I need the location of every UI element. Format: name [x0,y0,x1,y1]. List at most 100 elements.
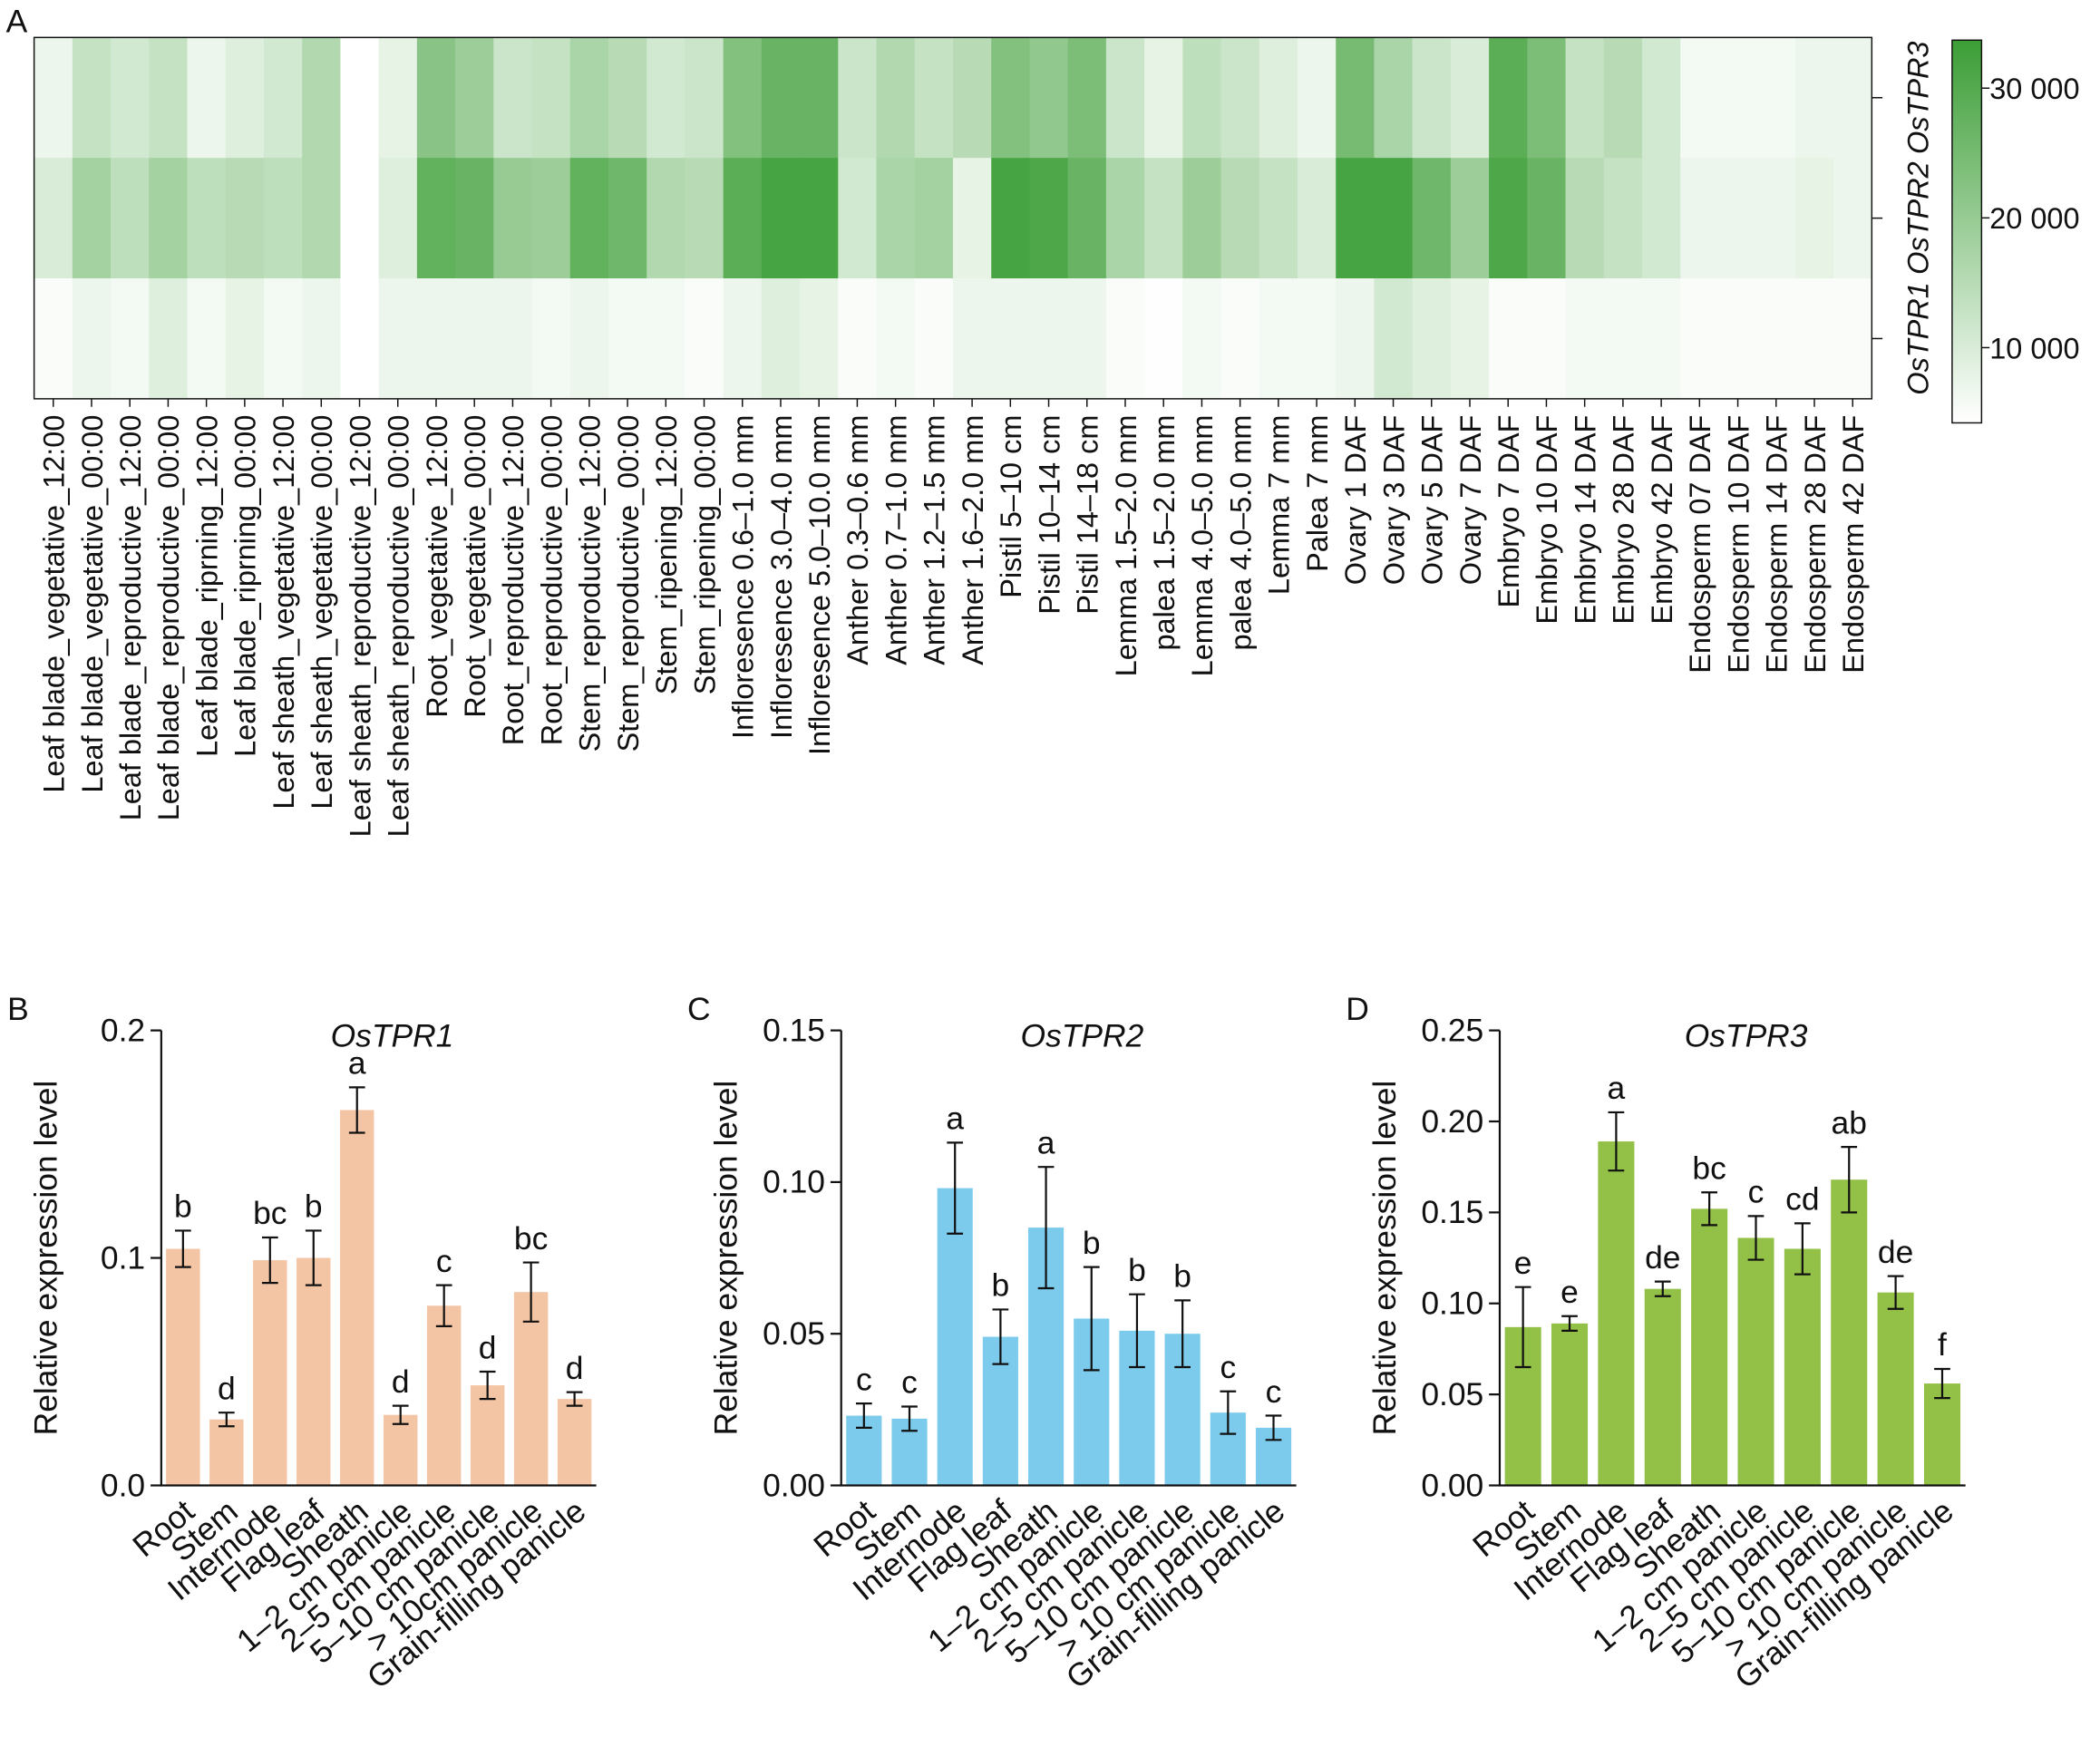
x-tick-label: Pistil 5–10 cm [995,415,1027,598]
x-tick-label: Leaf sheath_vegetative_00:00 [306,415,338,810]
x-tick-label: Lemma 7 mm [1263,415,1296,595]
heatmap-cell [263,37,303,159]
heatmap-cell [1603,158,1643,279]
significance-letter: b [1083,1225,1101,1261]
x-tick-label: Leaf blade_riprning_00:00 [229,415,262,757]
heatmap-cell [1336,37,1376,159]
heatmap-cell [1220,278,1260,400]
bar [209,1419,244,1486]
x-tick-label: Lemma 4.0–5.0 mm [1186,415,1219,677]
x-tick-label: Ovary 3 DAF [1377,415,1410,586]
x-tick-label: Leaf blade_riprning_12:00 [190,415,223,757]
error-bar [1220,1390,1237,1435]
y-tick-label: 0.20 [1421,1103,1483,1140]
heatmap-cell [149,158,189,279]
bar [1784,1248,1821,1486]
x-tick-label: Infloresence 0.6–1.0 mm [727,415,760,739]
heatmap-cell [761,278,801,400]
bar [384,1414,418,1486]
panel-label: A [6,3,28,39]
heatmap-cell [914,158,954,279]
x-tick-label: Leaf sheath_reproductive_12:00 [344,415,376,838]
heatmap-cell [1105,278,1145,400]
heatmap-cell [187,278,227,400]
heatmap-cell [1220,158,1260,279]
x-tick-label: Leaf sheath_reproductive_00:00 [383,415,415,838]
heatmap-cell [1374,37,1414,159]
heatmap-cell [416,37,456,159]
heatmap-cell [302,158,342,279]
heatmap-cell [1029,37,1069,159]
heatmap-cell [455,278,495,400]
y-tick-label: 0.25 [1421,1012,1483,1048]
error-bar [1265,1414,1282,1441]
heatmap-cell [1029,278,1069,400]
x-tick-label: Embryo 10 DAF [1531,415,1563,625]
significance-letter: a [348,1045,366,1082]
colorbar [1951,39,1983,424]
significance-letter: c [901,1364,918,1401]
heatmap-cell [1680,37,1720,159]
significance-letter: d [566,1350,584,1386]
error-bar [261,1236,278,1285]
x-tick-label: Leaf blade_vegetative_12:00 [38,415,71,793]
heatmap-cell [838,158,878,279]
x-tick-label: Ovary 5 DAF [1416,415,1449,586]
y-tick-label: 0.05 [763,1315,825,1352]
x-tick-label: palea 1.5–2.0 mm [1148,415,1181,651]
x-tick-label: Root_vegetative_12:00 [421,415,453,718]
y-tick-label: 0.00 [763,1467,825,1503]
heatmap-cell [952,37,992,159]
significance-letter: d [479,1329,497,1365]
heatmap-cell [1067,278,1107,400]
heatmap-cell [1029,158,1069,279]
x-tick-label: Ovary 7 DAF [1454,415,1487,586]
colorbar-tick-label: 20 000 [1989,202,2079,235]
significance-letter: c [1220,1349,1236,1385]
heatmap-cell [608,278,647,400]
heatmap-cell [1374,158,1414,279]
row-label: OsTPR2 [1901,161,1934,275]
heatmap-cell [569,278,609,400]
error-bar [522,1261,540,1323]
heatmap-cell [302,37,342,159]
heatmap-cell [991,278,1031,400]
x-tick-label: Stem_ripening_00:00 [688,415,721,695]
bar [513,1292,549,1486]
heatmap-cell [1412,158,1452,279]
heatmap-cell [1718,158,1758,279]
heatmap-cell [1220,37,1260,159]
heatmap-cell [1297,37,1337,159]
significance-letter: a [1608,1070,1626,1106]
chart-title: OsTPR3 [1685,1017,1808,1053]
error-bar [1934,1367,1950,1400]
error-bar [1701,1191,1717,1227]
panel-label: C [687,991,711,1027]
x-tick-label: Endosperm 28 DAF [1799,415,1832,674]
x-tick-label: Endosperm 07 DAF [1684,415,1716,674]
heatmap-cell [1067,37,1107,159]
heatmap-cell [1182,37,1222,159]
heatmap-cell [1336,278,1376,400]
x-tick-label: Leaf blade_vegetative_00:00 [76,415,109,793]
heatmap-cell [531,37,571,159]
heatmap-cell [608,37,647,159]
heatmap-cell [569,158,609,279]
x-tick-label: Stem_reproductive_00:00 [612,415,645,752]
heatmap-cell [263,278,303,400]
heatmap-cell [1565,158,1605,279]
y-tick-label: 0.05 [1421,1376,1483,1412]
heatmap-cell [1450,278,1490,400]
error-bar [1608,1111,1625,1172]
x-tick-label: Embryo 42 DAF [1646,415,1678,625]
x-tick-label: Ovary 1 DAF [1339,415,1372,586]
heatmap-cell [1565,278,1605,400]
error-bar [348,1086,365,1134]
significance-letter: bc [514,1220,548,1257]
chart-title: OsTPR2 [1021,1017,1144,1053]
heatmap-cell [838,278,878,400]
colorbar-tick-label: 30 000 [1989,73,2079,105]
heatmap-cell [723,37,763,159]
heatmap-cell [723,278,763,400]
error-bar [435,1284,452,1327]
